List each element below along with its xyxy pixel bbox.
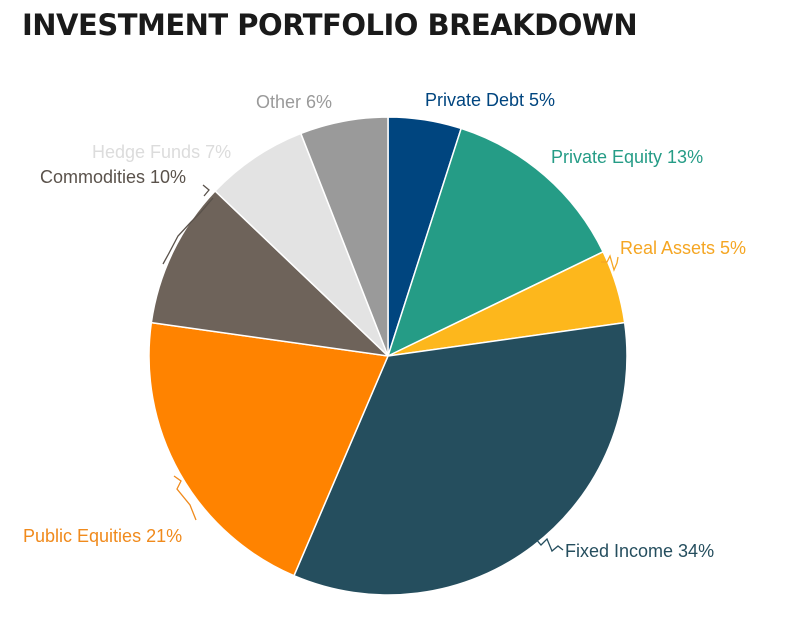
pie-slice-public-equities <box>148 321 389 577</box>
slice-label-private-equity: Private Equity 13% <box>551 147 703 167</box>
slice-label-hedge-funds: Hedge Funds 7% <box>92 142 231 162</box>
pie-slices <box>148 116 628 596</box>
pie-slice-hedge-funds <box>214 132 389 357</box>
leader-line-public-equities <box>173 475 197 521</box>
leader-lines <box>162 184 619 553</box>
pie-slice-private-equity <box>387 127 604 357</box>
leader-line-fixed-income <box>534 537 564 553</box>
slice-labels: Private Debt 5% Private Equity 13% Real As… <box>23 90 746 561</box>
slice-label-private-debt: Private Debt 5% <box>425 90 555 110</box>
chart-title: INVESTMENT PORTFOLIO BREAKDOWN <box>22 8 638 42</box>
pie-slice-fixed-income <box>293 321 628 596</box>
leader-bracket-commodities <box>202 184 210 197</box>
slice-label-other: Other 6% <box>256 92 332 112</box>
slice-label-commodities: Commodities 10% <box>40 167 186 187</box>
leader-line-real-assets <box>601 254 619 272</box>
slice-label-real-assets: Real Assets 5% <box>620 238 746 258</box>
pie-slice-commodities <box>150 190 389 357</box>
slice-label-public-equities: Public Equities 21% <box>23 526 182 546</box>
leader-line-commodities <box>162 197 214 265</box>
pie-slice-other <box>300 116 389 357</box>
slice-label-fixed-income: Fixed Income 34% <box>565 541 714 561</box>
